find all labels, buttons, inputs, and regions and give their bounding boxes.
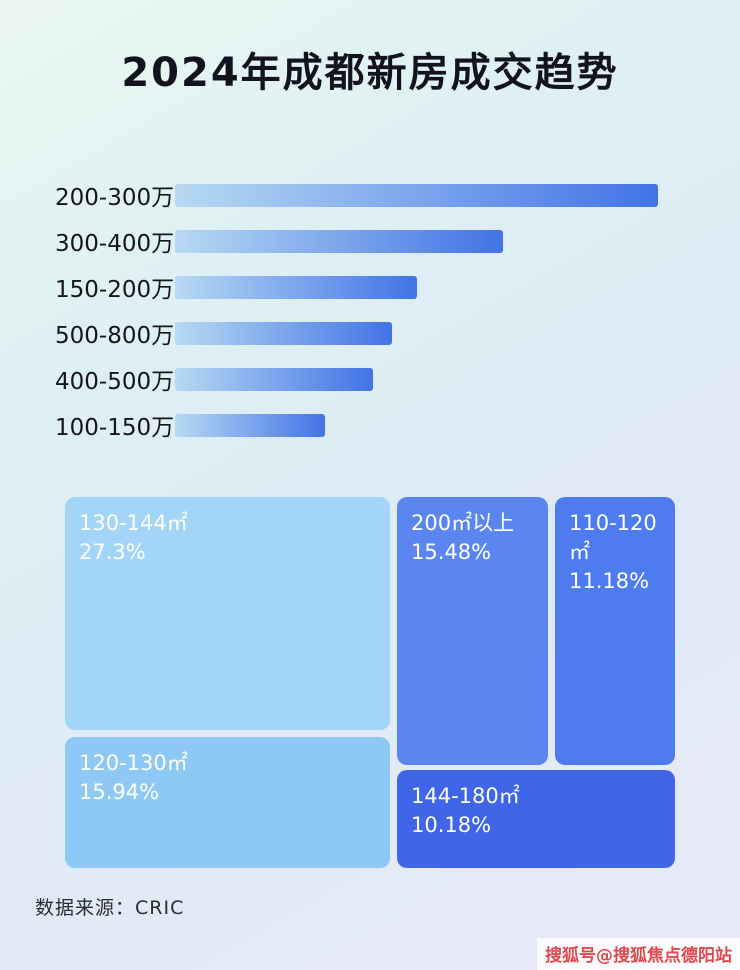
- page-title: 2024年成都新房成交趋势: [121, 50, 619, 96]
- bar-track: [175, 229, 658, 253]
- bar-500-800: [175, 321, 393, 345]
- treemap-box-value: 11.18%: [569, 568, 650, 593]
- bar-row: 500-800万: [0, 310, 740, 356]
- bar-track: [175, 367, 658, 391]
- treemap-box-144-180: 144-180㎡ 10.18%: [397, 770, 675, 868]
- bar-category-label: 400-500万: [55, 369, 175, 395]
- bar-category-label: 300-400万: [55, 231, 175, 257]
- treemap-box-label: 130-144㎡: [79, 511, 188, 535]
- bar-category-label: 200-300万: [55, 185, 175, 211]
- area-treemap: 130-144㎡ 27.3% 120-130㎡ 15.94% 200㎡以上 15…: [65, 497, 675, 868]
- treemap-box-label: 110-120㎡: [569, 511, 657, 564]
- bar-400-500: [175, 367, 374, 391]
- treemap-box-110-120: 110-120㎡ 11.18%: [555, 497, 675, 765]
- bar-150-200: [175, 275, 417, 299]
- treemap-box-value: 10.18%: [411, 812, 492, 837]
- treemap-box-value: 27.3%: [79, 539, 146, 564]
- bar-300-400: [175, 229, 504, 253]
- bar-category-label: 100-150万: [55, 415, 175, 441]
- treemap-box-label: 200㎡以上: [411, 511, 515, 535]
- bar-track: [175, 275, 658, 299]
- bar-row: 300-400万: [0, 218, 740, 264]
- bar-100-150: [175, 413, 325, 437]
- treemap-box-label: 144-180㎡: [411, 784, 520, 808]
- bar-200-300: [175, 183, 658, 207]
- bar-category-label: 500-800万: [55, 323, 175, 349]
- price-bar-chart: 200-300万 300-400万 150-200万 500-800万 400-…: [0, 172, 740, 448]
- watermark: 搜狐号@搜狐焦点德阳站: [537, 938, 740, 970]
- treemap-box-120-130: 120-130㎡ 15.94%: [65, 737, 390, 868]
- bar-row: 400-500万: [0, 356, 740, 402]
- bar-row: 100-150万: [0, 402, 740, 448]
- bar-track: [175, 413, 658, 437]
- data-source: 数据来源：CRIC: [35, 897, 185, 919]
- treemap-box-130-144: 130-144㎡ 27.3%: [65, 497, 390, 730]
- bar-category-label: 150-200万: [55, 277, 175, 303]
- treemap-box-value: 15.94%: [79, 779, 160, 804]
- treemap-box-200-plus: 200㎡以上 15.48%: [397, 497, 548, 765]
- bar-track: [175, 183, 658, 207]
- bar-track: [175, 321, 658, 345]
- treemap-box-value: 15.48%: [411, 539, 492, 564]
- bar-row: 200-300万: [0, 172, 740, 218]
- bar-row: 150-200万: [0, 264, 740, 310]
- treemap-box-label: 120-130㎡: [79, 751, 188, 775]
